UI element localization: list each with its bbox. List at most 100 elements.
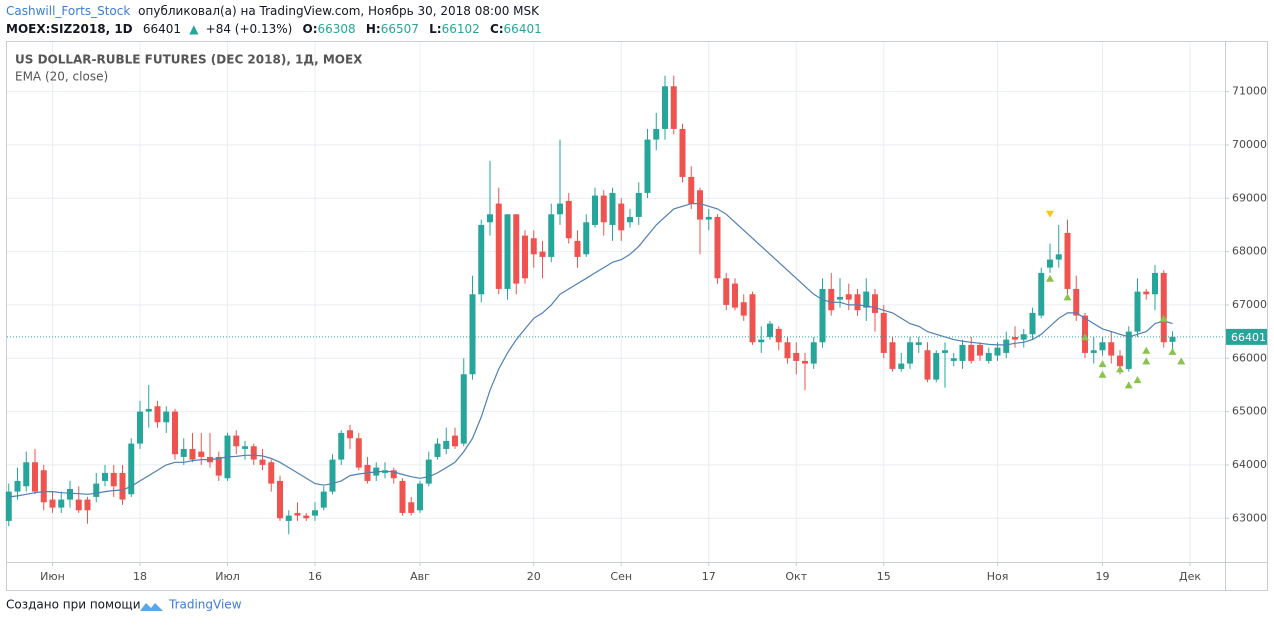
candle-body bbox=[408, 502, 415, 513]
indicator-legend: EMA (20, close) bbox=[15, 70, 108, 84]
candle-body bbox=[775, 328, 782, 343]
candle-body bbox=[1055, 254, 1062, 260]
candle-body bbox=[390, 470, 397, 479]
signal-marker bbox=[1124, 381, 1133, 389]
candle-body bbox=[898, 363, 905, 369]
author-link[interactable]: Cashwill_Forts_Stock bbox=[6, 4, 130, 18]
candle-body bbox=[58, 499, 65, 508]
candle-body bbox=[985, 352, 992, 361]
candle-body bbox=[1117, 355, 1123, 367]
candle-body bbox=[102, 472, 108, 481]
candle-body bbox=[452, 435, 458, 447]
candle-body bbox=[522, 235, 528, 279]
signal-marker bbox=[1116, 365, 1124, 373]
candle-body bbox=[1012, 336, 1018, 340]
candle-body bbox=[959, 344, 966, 361]
candle-body bbox=[285, 515, 292, 521]
change: +84 (+0.13%) bbox=[206, 22, 293, 36]
y-tick-label: 71000 bbox=[1232, 85, 1267, 98]
candle-body bbox=[1160, 272, 1167, 343]
candle-body bbox=[924, 350, 931, 380]
candle-body bbox=[1125, 331, 1132, 369]
candle-body bbox=[994, 347, 1001, 356]
candle-body bbox=[740, 302, 747, 316]
candle-body bbox=[478, 224, 485, 295]
candle-body bbox=[14, 480, 21, 492]
signal-marker bbox=[1046, 210, 1054, 218]
candle-body bbox=[942, 350, 948, 353]
candle-body bbox=[303, 515, 310, 519]
candle-body bbox=[600, 195, 607, 223]
candle-body bbox=[84, 499, 91, 511]
y-tick-label: 67000 bbox=[1232, 298, 1267, 311]
candle-body bbox=[250, 446, 257, 460]
candle-body bbox=[329, 459, 336, 492]
candle-body bbox=[40, 470, 47, 503]
signal-marker bbox=[1098, 360, 1107, 368]
candle-body bbox=[539, 251, 546, 257]
price: 66401 bbox=[143, 22, 181, 36]
candle-body bbox=[1064, 232, 1071, 289]
candle-body bbox=[732, 283, 738, 308]
signal-marker bbox=[1159, 314, 1168, 322]
candle-body bbox=[1047, 259, 1053, 268]
candle-body bbox=[93, 483, 100, 497]
signal-marker bbox=[1046, 274, 1054, 282]
x-tick-label: 19 bbox=[1096, 570, 1110, 583]
candle-body bbox=[312, 510, 318, 516]
candle-body bbox=[399, 480, 406, 513]
x-tick-label: Ноя bbox=[987, 570, 1009, 583]
candle-body bbox=[749, 294, 756, 343]
x-tick-label: 18 bbox=[133, 570, 147, 583]
candle-body bbox=[128, 443, 135, 495]
l-label: L: bbox=[429, 22, 441, 36]
symbol-line: MOEX:SIZ2018, 1D 66401 ▲ +84 (+0.13%) O:… bbox=[6, 22, 542, 36]
footer-brand[interactable]: TradingView bbox=[168, 598, 242, 612]
candle-body bbox=[145, 408, 152, 412]
candle-body bbox=[513, 214, 520, 284]
signal-marker bbox=[1142, 357, 1151, 365]
candle-body bbox=[565, 200, 572, 239]
y-tick-label: 66000 bbox=[1232, 351, 1267, 364]
signal-marker bbox=[1133, 376, 1142, 384]
candle-body bbox=[618, 203, 625, 231]
candle-body bbox=[443, 440, 450, 449]
l-value: 66102 bbox=[442, 22, 480, 36]
candle-body bbox=[23, 462, 30, 487]
x-tick-label: Окт bbox=[785, 570, 807, 583]
x-tick-label: 16 bbox=[308, 570, 322, 583]
symbol: MOEX:SIZ2018, 1D bbox=[6, 22, 133, 36]
candle-body bbox=[347, 430, 353, 439]
candle-body bbox=[933, 352, 940, 380]
candle-body bbox=[242, 446, 248, 449]
last-price-box bbox=[1226, 328, 1267, 345]
c-label: C: bbox=[490, 22, 504, 36]
published: опубликовал(а) на TradingView.com, Ноябр… bbox=[138, 4, 540, 18]
candle-body bbox=[233, 435, 240, 447]
candle-body bbox=[644, 139, 651, 193]
candle-body bbox=[915, 342, 922, 345]
x-tick-label: Июн bbox=[40, 570, 65, 583]
candle-body bbox=[434, 443, 441, 457]
candle-body bbox=[172, 411, 178, 455]
signal-marker bbox=[1177, 357, 1186, 365]
candle-body bbox=[793, 352, 800, 361]
candle-body bbox=[845, 294, 852, 300]
candle-body bbox=[1073, 288, 1080, 316]
candle-body bbox=[277, 480, 283, 519]
footer-text: Создано при помощи bbox=[6, 598, 141, 612]
candle-body bbox=[67, 488, 73, 500]
candle-body bbox=[189, 448, 196, 460]
signal-marker bbox=[1063, 293, 1072, 301]
candle-body bbox=[294, 512, 301, 516]
last-price-label: 66401 bbox=[1231, 331, 1266, 344]
y-tick-label: 64000 bbox=[1232, 458, 1267, 471]
x-tick-label: Дек bbox=[1179, 570, 1201, 583]
candle-body bbox=[530, 238, 537, 255]
candle-body bbox=[1020, 334, 1027, 340]
candle-body bbox=[137, 411, 143, 444]
candle-body bbox=[1003, 339, 1010, 353]
candle-body bbox=[950, 358, 957, 361]
h-value: 66507 bbox=[381, 22, 419, 36]
candle-body bbox=[583, 222, 590, 255]
